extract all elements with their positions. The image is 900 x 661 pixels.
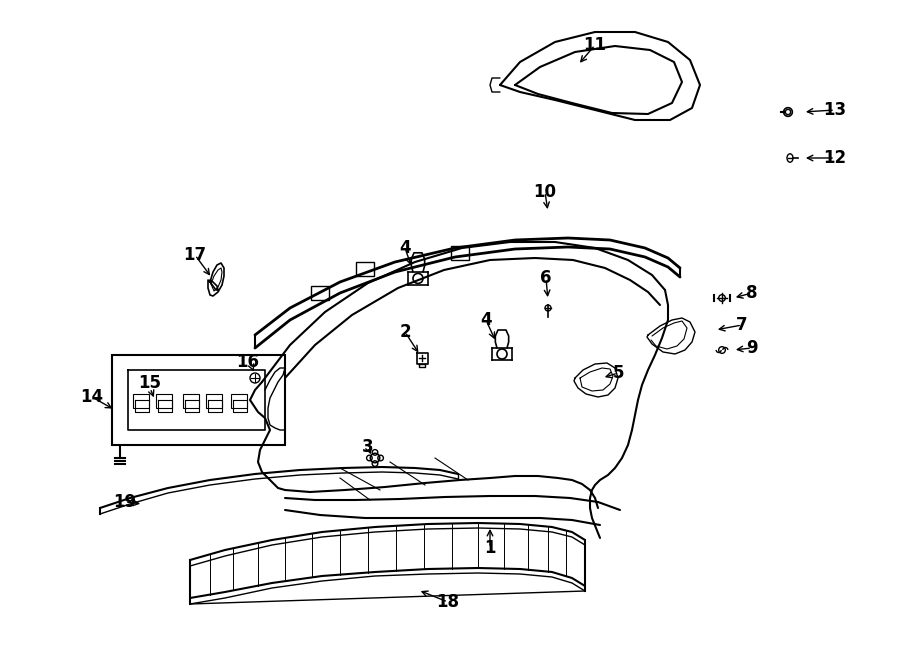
Text: 4: 4: [481, 311, 491, 329]
Bar: [311, 286, 329, 300]
Text: 19: 19: [113, 493, 137, 511]
Bar: [133, 394, 149, 408]
Text: 11: 11: [583, 36, 607, 54]
Text: 15: 15: [139, 374, 161, 392]
Text: 8: 8: [746, 284, 758, 302]
Text: 13: 13: [824, 101, 847, 119]
Bar: [231, 394, 247, 408]
Text: 14: 14: [80, 388, 104, 406]
Text: 6: 6: [540, 269, 552, 287]
Text: 5: 5: [612, 364, 624, 382]
Text: 17: 17: [184, 246, 207, 264]
Bar: [451, 246, 469, 260]
Text: 10: 10: [534, 183, 556, 201]
Text: 4: 4: [400, 239, 410, 257]
Bar: [112, 355, 285, 445]
Text: 1: 1: [484, 539, 496, 557]
Bar: [156, 394, 172, 408]
Text: 9: 9: [746, 339, 758, 357]
Text: 16: 16: [237, 353, 259, 371]
Text: 7: 7: [736, 316, 748, 334]
Text: 3: 3: [362, 438, 374, 456]
Bar: [206, 394, 222, 408]
Bar: [183, 394, 199, 408]
Text: 18: 18: [436, 593, 460, 611]
Bar: [356, 262, 374, 276]
Text: 12: 12: [824, 149, 847, 167]
Text: 2: 2: [400, 323, 410, 341]
